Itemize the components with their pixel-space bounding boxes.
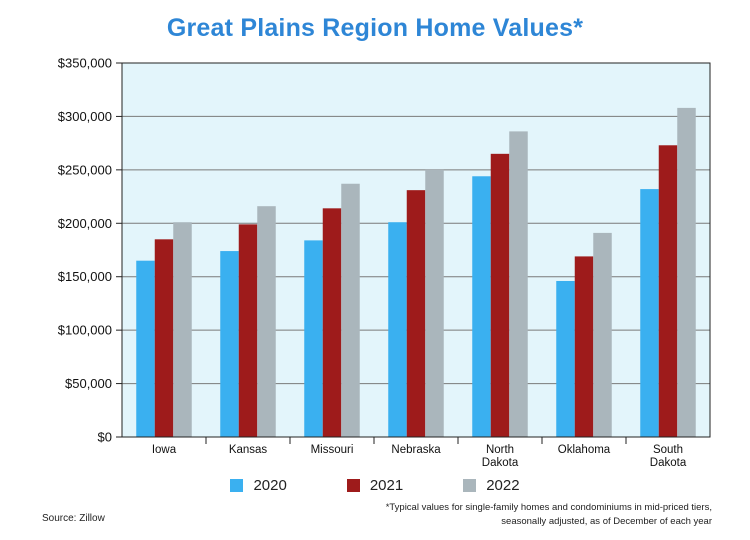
y-tick-label: $350,000 [58, 56, 112, 71]
legend-label-2022: 2022 [486, 477, 520, 494]
bar-2021 [322, 208, 342, 437]
bar-2022 [173, 222, 192, 437]
x-tick-label: South Dakota [650, 444, 687, 469]
bar-2022 [677, 107, 696, 437]
plot-frame [121, 62, 711, 438]
legend-swatch-2020 [230, 479, 244, 492]
bar-2020 [472, 176, 491, 438]
x-tick-label: Kansas [229, 444, 268, 456]
bar-2021 [406, 190, 426, 437]
x-tick-label: Nebraska [391, 444, 441, 456]
bar-2021 [490, 153, 510, 438]
bar-2022 [509, 131, 528, 438]
y-tick-label: $300,000 [58, 109, 112, 124]
bar-2022 [593, 232, 612, 437]
bar-2021 [574, 256, 594, 437]
bar-2020 [220, 251, 239, 437]
legend-item-2021: 2021 [346, 477, 404, 494]
y-tick-label: $0 [98, 430, 112, 445]
x-tick-label: North Dakota [482, 444, 519, 469]
y-tick-label: $150,000 [58, 269, 112, 284]
y-tick-label: $50,000 [65, 376, 112, 391]
y-tick-label: $200,000 [58, 216, 112, 231]
footnote: *Typical values for single-family homes … [385, 502, 712, 527]
legend-label-2021: 2021 [369, 477, 404, 494]
bar-2020 [388, 222, 407, 437]
legend-item-2022: 2022 [463, 477, 520, 494]
x-tick-label: Oklahoma [558, 444, 611, 456]
x-tick-label: Iowa [152, 444, 177, 456]
legend-item-2020: 2020 [230, 477, 287, 494]
source-note: Source: Zillow [42, 513, 105, 524]
bar-2020 [556, 280, 575, 437]
bar-2021 [238, 224, 258, 437]
legend: 2020 2021 2022 [0, 477, 750, 494]
legend-swatch-2021 [346, 479, 360, 492]
bar-2021 [154, 239, 174, 437]
bar-2021 [658, 145, 678, 437]
legend-label-2020: 2020 [253, 477, 287, 494]
bar-2020 [640, 189, 659, 437]
x-tick-label: Missouri [311, 444, 354, 456]
y-tick-label: $250,000 [58, 162, 112, 177]
legend-swatch-2022 [463, 479, 477, 492]
bar-2022 [425, 169, 444, 437]
bar-2022 [341, 183, 360, 437]
bar-2020 [136, 260, 155, 437]
bar-2020 [304, 240, 323, 437]
chart-title: Great Plains Region Home Values* [166, 14, 584, 42]
y-tick-label: $100,000 [58, 323, 112, 338]
bar-2022 [257, 206, 276, 437]
